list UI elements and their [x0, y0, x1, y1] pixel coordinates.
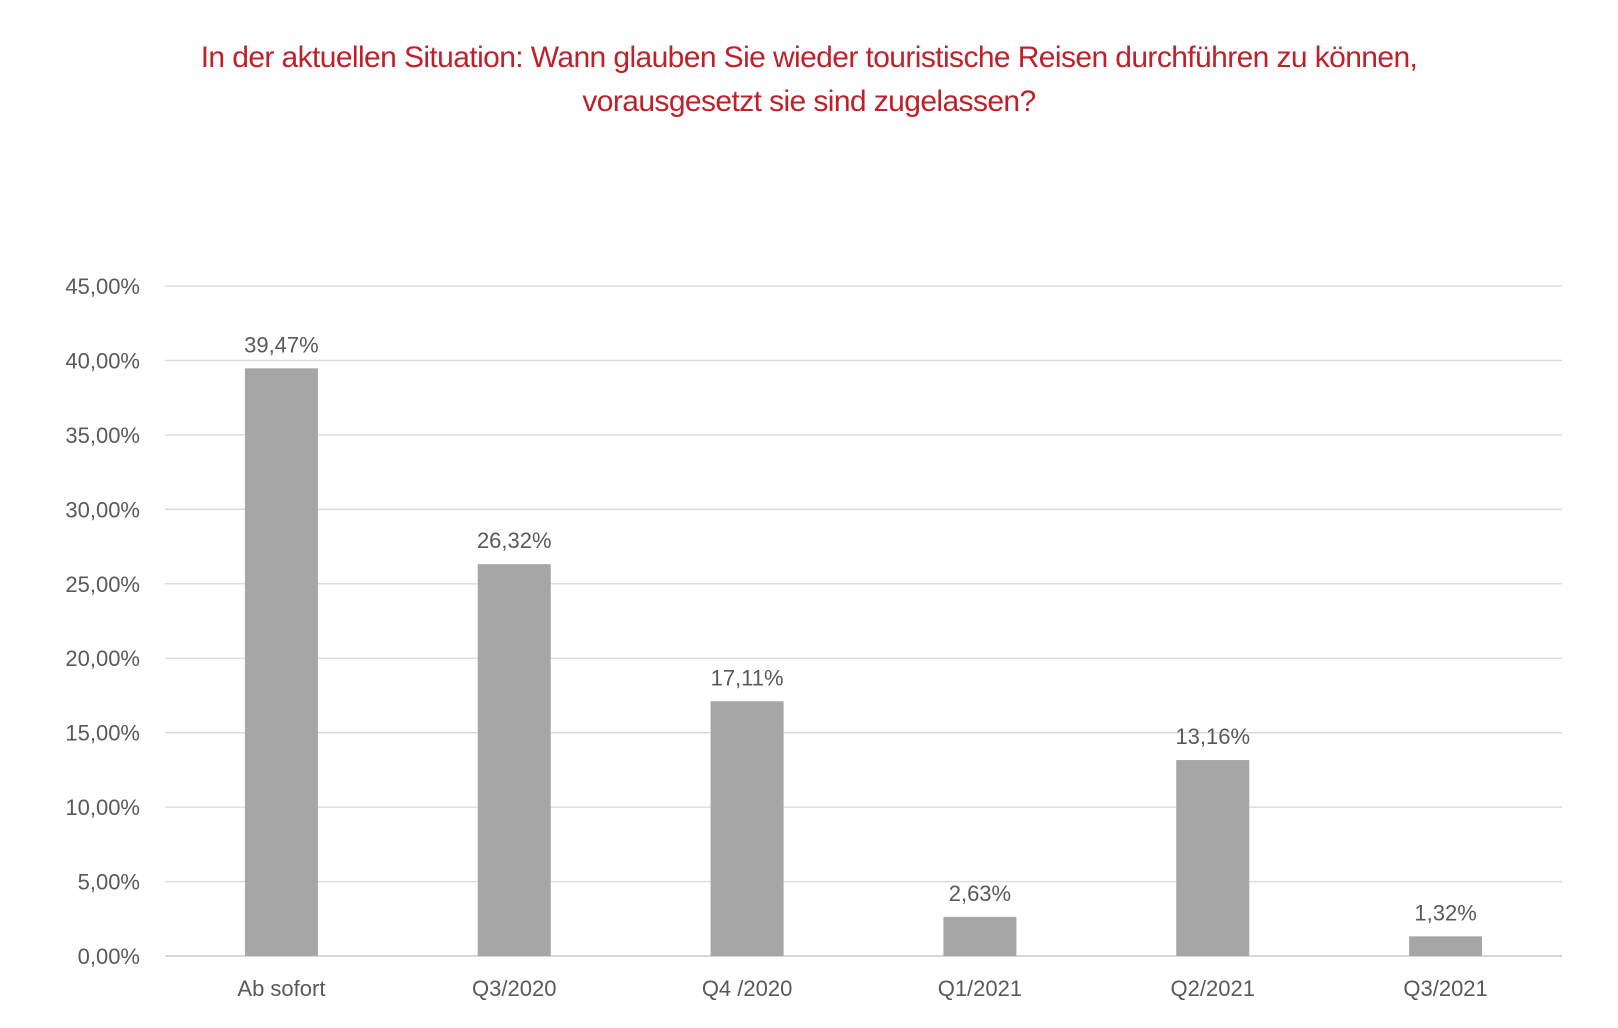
bar: [943, 916, 1017, 956]
y-tick-label: 0,00%: [78, 944, 140, 969]
chart-title: In der aktuellen Situation: Wann glauben…: [0, 36, 1618, 124]
y-tick-label: 45,00%: [65, 274, 140, 299]
x-tick-label: Q3/2020: [472, 976, 556, 1001]
y-tick-label: 10,00%: [65, 795, 140, 820]
bar: [1409, 936, 1483, 956]
data-label: 26,32%: [477, 528, 552, 553]
y-tick-label: 15,00%: [65, 721, 140, 746]
data-label: 17,11%: [711, 665, 784, 690]
x-tick-label: Q1/2021: [938, 976, 1022, 1001]
data-label: 39,47%: [244, 332, 319, 357]
y-tick-label: 20,00%: [65, 646, 140, 671]
y-tick-label: 40,00%: [65, 348, 140, 373]
bar: [477, 564, 551, 956]
x-tick-label: Q4 /2020: [702, 976, 793, 1001]
chart-title-line-1: In der aktuellen Situation: Wann glauben…: [200, 41, 1418, 74]
x-tick-label: Q3/2021: [1403, 976, 1487, 1001]
data-label: 1,32%: [1414, 900, 1476, 925]
gridlines: [165, 285, 1562, 957]
y-tick-label: 25,00%: [65, 572, 140, 597]
y-tick-label: 5,00%: [78, 870, 140, 895]
bars: [244, 368, 1483, 956]
y-axis: 0,00% 5,00% 10,00% 15,00% 20,00% 25,00% 30,00%…: [65, 274, 140, 969]
bar: [1176, 760, 1250, 956]
data-labels: 39,47% 26,32% 17,11% 2,63% 13,16% 1,32%: [244, 332, 1477, 925]
chart-title-line-2: vorausgesetzt sie sind zugelassen?: [582, 85, 1036, 118]
x-tick-label: Ab sofort: [237, 976, 325, 1001]
data-label: 13,16%: [1175, 724, 1250, 749]
y-tick-label: 35,00%: [65, 423, 140, 448]
bar: [710, 701, 784, 956]
data-label: 2,63%: [949, 881, 1011, 906]
x-tick-label: Q2/2021: [1171, 976, 1255, 1001]
bar: [244, 368, 318, 956]
x-axis: Ab sofort Q3/2020 Q4 /2020 Q1/2021 Q2/2021 Q3…: [237, 976, 1487, 1001]
y-tick-label: 30,00%: [65, 497, 140, 522]
